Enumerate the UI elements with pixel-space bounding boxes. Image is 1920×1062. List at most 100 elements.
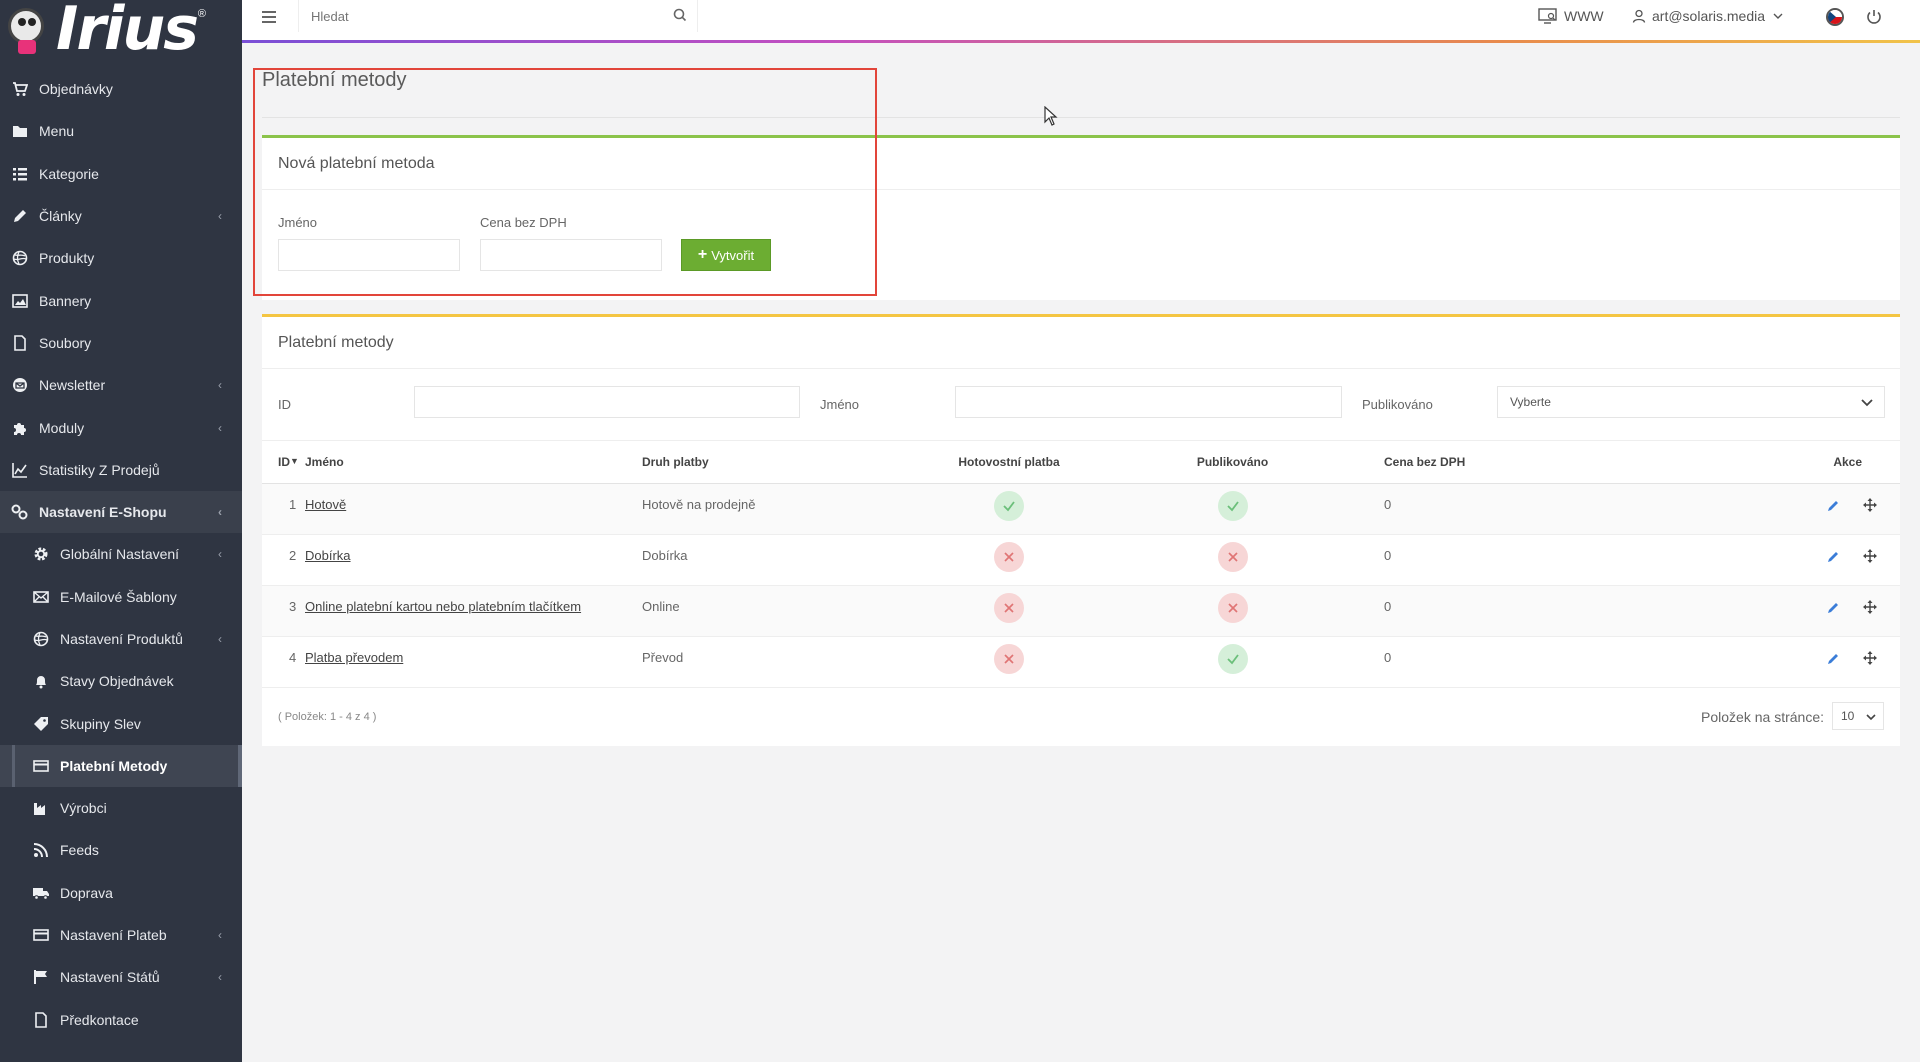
sidebar-nav: Objednávky Menu Kategorie Články ‹ Produkty Ba… — [0, 68, 242, 1041]
col-price[interactable]: Cena bez DPH — [1344, 441, 1644, 484]
sidebar-item-newsletter[interactable]: Newsletter ‹ — [0, 364, 242, 406]
move-icon[interactable] — [1862, 650, 1878, 666]
www-link[interactable]: WWW — [1538, 8, 1604, 24]
sidebar-item-stavy-objednavek[interactable]: Stavy Objednávek — [0, 660, 242, 702]
puzzle-icon — [11, 419, 29, 437]
cell-actions — [1644, 483, 1900, 535]
move-icon[interactable] — [1862, 548, 1878, 564]
edit-icon[interactable] — [1826, 550, 1840, 564]
sidebar-item-objednavky[interactable]: Objednávky — [0, 68, 242, 110]
sidebar-item-label: Statistiky Z Prodejů — [39, 461, 160, 478]
chevron-down-icon — [1861, 399, 1873, 407]
filter-name-input[interactable] — [955, 386, 1342, 418]
sidebar-item-produkty[interactable]: Produkty — [0, 237, 242, 279]
methods-table: ID▼ Jméno Druh platby Hotovostní platba … — [262, 441, 1900, 688]
sidebar-item-predkontace[interactable]: Předkontace — [0, 999, 242, 1041]
cell-id: 2 — [262, 534, 305, 586]
sidebar-item-nastaveni-eshopu[interactable]: Nastavení E-Shopu ‹ — [0, 490, 242, 534]
edit-icon[interactable] — [1826, 499, 1840, 513]
table-header-row: ID▼ Jméno Druh platby Hotovostní platba … — [262, 441, 1900, 484]
cross-icon[interactable] — [1217, 541, 1248, 572]
sidebar-item-bannery[interactable]: Bannery — [0, 279, 242, 321]
check-icon[interactable] — [994, 490, 1024, 521]
chevron-left-icon: ‹ — [218, 547, 222, 562]
cross-icon[interactable] — [994, 541, 1024, 572]
cross-icon[interactable] — [994, 643, 1024, 674]
sidebar: Irius ® Objednávky Menu Kategorie Články ‹ Pr… — [0, 0, 242, 1062]
col-published[interactable]: Publikováno — [1121, 441, 1344, 484]
filter-published-select[interactable]: Vyberte — [1497, 386, 1885, 418]
sidebar-item-skupiny-slev[interactable]: Skupiny Slev — [0, 702, 242, 744]
sidebar-item-statistiky[interactable]: Statistiky Z Prodejů — [0, 449, 242, 491]
cell-payment-type: Převod — [642, 636, 897, 688]
filter-id-input[interactable] — [414, 386, 800, 418]
check-icon[interactable] — [1217, 490, 1248, 521]
czech-flag-icon[interactable] — [1826, 8, 1844, 26]
sidebar-item-nastaveni-produktu[interactable]: Nastavení Produktů ‹ — [0, 618, 242, 660]
cell-cash — [897, 585, 1121, 637]
sidebar-item-moduly[interactable]: Moduly ‹ — [0, 406, 242, 448]
edit-icon[interactable] — [1826, 652, 1840, 666]
check-icon[interactable] — [1217, 643, 1248, 674]
cross-icon[interactable] — [994, 592, 1024, 623]
tag-icon — [32, 715, 50, 733]
sidebar-item-nastaveni-plateb[interactable]: Nastavení Plateb ‹ — [0, 914, 242, 956]
cell-name: Online platební kartou nebo platebním tl… — [305, 585, 642, 637]
settings-icon — [11, 503, 29, 521]
edit-icon[interactable] — [1826, 601, 1840, 615]
sidebar-item-soubory[interactable]: Soubory — [0, 322, 242, 364]
col-cash[interactable]: Hotovostní platba — [897, 441, 1121, 484]
sidebar-item-vyrobci[interactable]: Výrobci — [0, 787, 242, 829]
cell-cash — [897, 636, 1121, 688]
logo-text: Irius — [56, 0, 199, 64]
table-row: 3 Online platební kartou nebo platebním t… — [262, 585, 1900, 637]
sidebar-item-kategorie[interactable]: Kategorie — [0, 153, 242, 195]
power-icon[interactable] — [1865, 8, 1883, 26]
sidebar-item-nastaveni-statu[interactable]: Nastavení Států ‹ — [0, 956, 242, 998]
sidebar-item-label: Články — [39, 208, 82, 225]
search-input[interactable] — [299, 0, 659, 32]
create-button-label: Vytvořit — [711, 247, 755, 263]
sidebar-item-label: Předkontace — [60, 1011, 139, 1028]
method-name-link[interactable]: Hotově — [305, 496, 347, 512]
move-icon[interactable] — [1862, 599, 1878, 615]
table-footer: ( Položek: 1 - 4 z 4 ) Položek na stránc… — [262, 688, 1900, 746]
mouse-cursor-icon — [1044, 106, 1058, 126]
page-title: Platební metody — [262, 43, 1900, 118]
cell-price: 0 — [1344, 585, 1644, 637]
search-icon[interactable] — [673, 8, 687, 22]
sidebar-item-label: Doprava — [60, 884, 113, 901]
user-menu[interactable]: art@solaris.media — [1632, 8, 1783, 24]
sidebar-item-clanky[interactable]: Články ‹ — [0, 195, 242, 237]
sidebar-item-doprava[interactable]: Doprava — [0, 872, 242, 914]
logo[interactable]: Irius ® — [0, 0, 242, 68]
sidebar-item-menu[interactable]: Menu — [0, 110, 242, 152]
col-name[interactable]: Jméno — [305, 441, 642, 484]
col-id[interactable]: ID▼ — [262, 441, 305, 484]
sidebar-item-emailove-sablony[interactable]: E-Mailové Šablony — [0, 576, 242, 618]
name-field[interactable] — [278, 239, 460, 271]
sidebar-item-globalni-nastaveni[interactable]: Globální Nastavení ‹ — [0, 533, 242, 575]
credit-card-icon — [32, 757, 50, 775]
per-page-label: Položek na stránce: — [1701, 708, 1824, 725]
filter-published-value: Vyberte — [1510, 395, 1551, 409]
create-button[interactable]: + Vytvořit — [681, 239, 771, 271]
cell-published — [1121, 534, 1344, 586]
sidebar-item-label: Moduly — [39, 419, 85, 436]
cross-icon[interactable] — [1217, 592, 1248, 623]
method-name-link[interactable]: Platba převodem — [305, 649, 404, 665]
method-name-link[interactable]: Dobírka — [305, 547, 351, 563]
per-page-select[interactable]: 10 — [1832, 701, 1884, 730]
method-name-link[interactable]: Online platební kartou nebo platebním tl… — [305, 598, 582, 614]
price-field[interactable] — [480, 239, 662, 271]
cell-price: 0 — [1344, 636, 1644, 688]
col-payment-type[interactable]: Druh platby — [642, 441, 897, 484]
sidebar-item-platebni-metody[interactable]: Platební Metody — [0, 744, 242, 788]
file-icon — [32, 1011, 50, 1029]
hamburger-menu-icon[interactable] — [262, 11, 276, 23]
search-box — [298, 0, 698, 32]
factory-icon — [32, 799, 50, 817]
move-icon[interactable] — [1862, 497, 1878, 513]
list-icon — [11, 165, 29, 183]
sidebar-item-feeds[interactable]: Feeds — [0, 829, 242, 871]
